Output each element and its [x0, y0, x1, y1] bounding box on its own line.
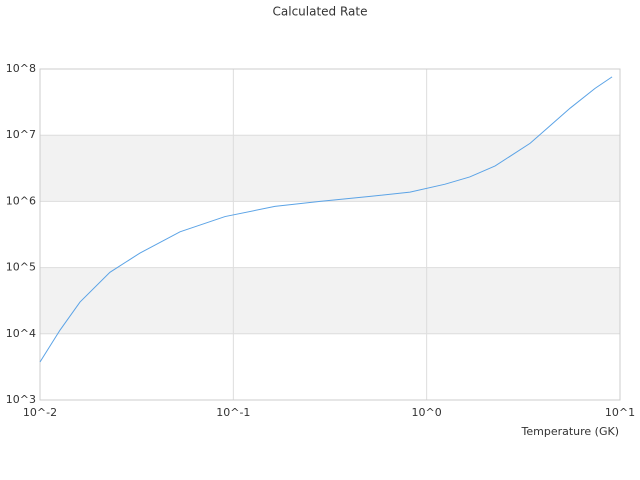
grid-band: [40, 135, 620, 202]
chart-title: Calculated Rate: [273, 5, 368, 19]
y-tick-label: 10^6: [6, 194, 36, 207]
y-tick-label: 10^8: [6, 62, 36, 75]
grid: [39, 68, 621, 401]
x-tick-label: 10^0: [412, 406, 442, 419]
y-tick-label: 10^7: [6, 128, 36, 141]
line: [39, 76, 613, 363]
y-tick-label: 10^4: [6, 327, 36, 340]
x-tick-label: 10^-2: [23, 406, 57, 419]
grid-band: [40, 267, 620, 334]
plot-frame: [39, 68, 621, 401]
y-tick-label: 10^5: [6, 261, 36, 274]
x-tick-label: 10^-1: [216, 406, 250, 419]
x-tick-label: 10^1: [605, 406, 635, 419]
x-axis-label: Temperature (GK): [521, 425, 620, 438]
y-tick-label: 10^3: [6, 393, 36, 406]
